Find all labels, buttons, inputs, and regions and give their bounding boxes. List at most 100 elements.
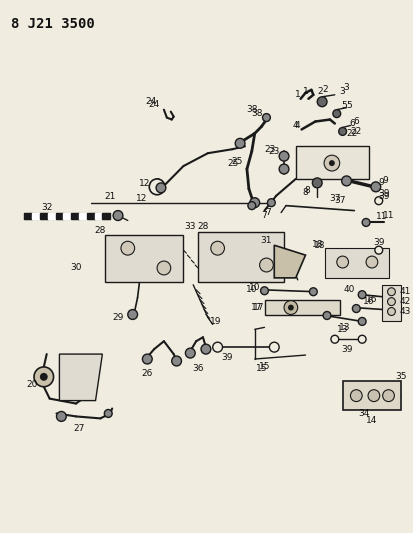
- Text: 29: 29: [112, 313, 123, 322]
- Polygon shape: [79, 213, 87, 219]
- Polygon shape: [324, 248, 387, 278]
- Polygon shape: [24, 213, 32, 219]
- Circle shape: [104, 409, 112, 417]
- Text: 10: 10: [248, 283, 260, 292]
- Polygon shape: [102, 213, 110, 219]
- Circle shape: [171, 356, 181, 366]
- Text: 8: 8: [304, 187, 310, 195]
- Polygon shape: [59, 354, 102, 401]
- Text: 26: 26: [141, 369, 153, 378]
- Circle shape: [367, 390, 379, 401]
- Text: 28: 28: [95, 226, 106, 235]
- Text: 15: 15: [255, 365, 267, 374]
- Circle shape: [212, 342, 222, 352]
- Text: 5: 5: [346, 101, 351, 110]
- Text: 39: 39: [377, 192, 389, 201]
- Circle shape: [56, 411, 66, 422]
- Circle shape: [382, 390, 394, 401]
- Text: 8 J21 3500: 8 J21 3500: [11, 17, 94, 30]
- Circle shape: [336, 256, 348, 268]
- Text: 2: 2: [321, 85, 327, 94]
- Circle shape: [332, 110, 340, 118]
- Circle shape: [259, 258, 273, 272]
- Polygon shape: [342, 381, 400, 410]
- Text: 39: 39: [372, 238, 384, 247]
- Text: 3: 3: [343, 83, 349, 92]
- Polygon shape: [273, 245, 305, 278]
- Circle shape: [260, 287, 268, 295]
- Polygon shape: [94, 213, 102, 219]
- Circle shape: [309, 288, 316, 296]
- Text: 28: 28: [197, 222, 208, 231]
- Text: 1: 1: [294, 90, 300, 99]
- Text: 35: 35: [394, 373, 406, 381]
- Circle shape: [34, 367, 53, 387]
- Text: 24: 24: [145, 97, 157, 106]
- Text: 17: 17: [252, 303, 264, 312]
- Text: 37: 37: [333, 196, 344, 205]
- Circle shape: [201, 344, 210, 354]
- Text: 11: 11: [382, 211, 393, 220]
- Circle shape: [278, 164, 288, 174]
- Circle shape: [357, 290, 365, 298]
- Text: 14: 14: [366, 416, 377, 425]
- Circle shape: [323, 155, 339, 171]
- Circle shape: [328, 160, 334, 166]
- Text: 39: 39: [377, 189, 389, 198]
- Circle shape: [387, 288, 394, 296]
- Text: 9: 9: [378, 179, 384, 188]
- Text: 3: 3: [339, 87, 345, 96]
- Polygon shape: [197, 232, 283, 282]
- Text: 34: 34: [358, 409, 369, 418]
- Circle shape: [387, 297, 394, 305]
- Text: 30: 30: [70, 263, 82, 272]
- Circle shape: [40, 373, 47, 381]
- Polygon shape: [47, 213, 55, 219]
- Text: 18: 18: [313, 241, 325, 250]
- Polygon shape: [55, 213, 63, 219]
- Text: 18: 18: [311, 240, 322, 249]
- Text: 23: 23: [268, 147, 279, 156]
- Text: 15: 15: [258, 362, 270, 372]
- Circle shape: [121, 241, 134, 255]
- Text: 16: 16: [365, 295, 377, 304]
- Text: 1: 1: [302, 87, 308, 96]
- Text: 38: 38: [245, 105, 257, 114]
- Circle shape: [351, 304, 359, 312]
- Text: 7: 7: [265, 208, 271, 217]
- Circle shape: [349, 390, 361, 401]
- Circle shape: [387, 308, 394, 316]
- Circle shape: [249, 198, 259, 208]
- Text: 6: 6: [349, 119, 354, 128]
- Circle shape: [210, 241, 224, 255]
- Text: 4: 4: [294, 121, 300, 130]
- Circle shape: [283, 301, 297, 314]
- Circle shape: [374, 246, 382, 254]
- Circle shape: [267, 199, 275, 207]
- Circle shape: [370, 182, 380, 192]
- Circle shape: [149, 179, 164, 195]
- Text: 9: 9: [382, 176, 387, 185]
- Text: 12: 12: [135, 194, 147, 203]
- Circle shape: [278, 151, 288, 161]
- Text: 22: 22: [346, 129, 357, 138]
- Text: 6: 6: [353, 117, 358, 126]
- Circle shape: [330, 335, 338, 343]
- Text: 23: 23: [264, 145, 275, 154]
- Text: 39: 39: [340, 345, 351, 353]
- Circle shape: [287, 304, 293, 311]
- Text: 43: 43: [399, 307, 410, 316]
- Circle shape: [374, 197, 382, 205]
- Polygon shape: [71, 213, 79, 219]
- Circle shape: [156, 183, 166, 193]
- Text: 10: 10: [245, 285, 257, 294]
- Circle shape: [338, 127, 346, 135]
- Circle shape: [361, 219, 369, 227]
- Text: 36: 36: [192, 365, 203, 374]
- Circle shape: [185, 348, 195, 358]
- Text: 33: 33: [184, 222, 196, 231]
- Text: 21: 21: [104, 192, 116, 201]
- Text: 16: 16: [362, 297, 374, 306]
- Circle shape: [269, 342, 278, 352]
- Text: 37: 37: [328, 194, 340, 203]
